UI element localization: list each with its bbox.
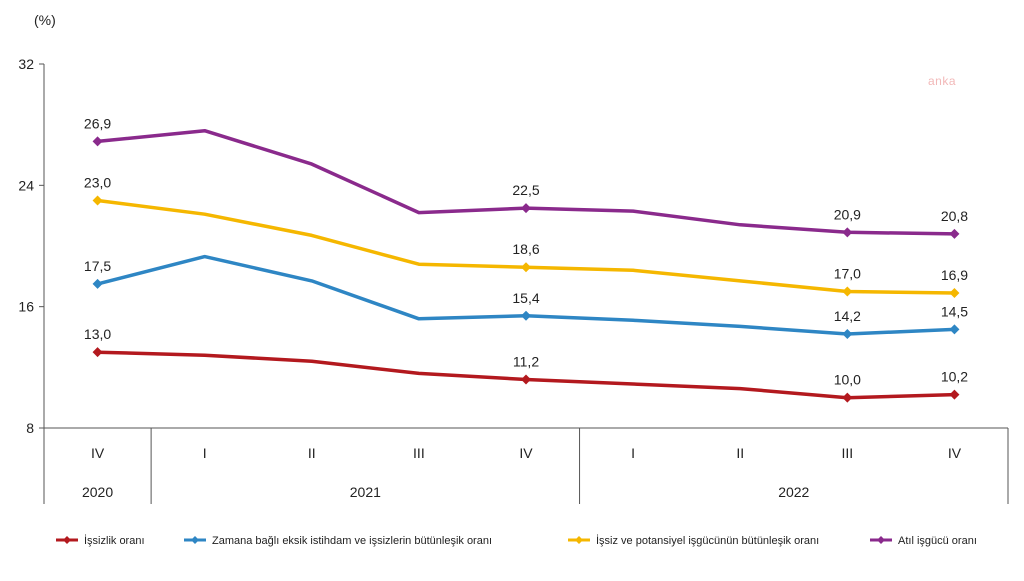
- data-label: 22,5: [512, 182, 539, 198]
- x-tick-label: IV: [948, 445, 962, 461]
- data-point-marker: [92, 278, 103, 289]
- x-tick-label: IV: [519, 445, 533, 461]
- data-label: 17,5: [84, 258, 111, 274]
- legend-swatch-marker: [191, 536, 199, 544]
- legend-label: İşsizlik oranı: [84, 534, 145, 547]
- data-point-marker: [949, 324, 960, 335]
- year-label: 2021: [350, 484, 381, 500]
- data-point-marker: [949, 228, 960, 239]
- legend-swatch-marker: [63, 536, 71, 544]
- watermark: anka: [928, 74, 957, 88]
- data-label: 15,4: [512, 290, 539, 306]
- y-tick-label: 16: [18, 299, 34, 315]
- legend-label: Atıl işgücü oranı: [898, 535, 977, 547]
- data-point-marker: [92, 136, 103, 147]
- data-point-marker: [521, 203, 531, 214]
- data-point-marker: [842, 392, 853, 403]
- data-label: 10,0: [834, 372, 861, 388]
- data-point-marker: [92, 195, 103, 206]
- data-label: 18,6: [512, 241, 539, 257]
- data-label: 23,0: [84, 175, 111, 191]
- data-point-marker: [92, 347, 103, 358]
- x-tick-label: II: [736, 445, 744, 461]
- x-tick-label: III: [841, 445, 853, 461]
- data-point-marker: [521, 374, 531, 385]
- legend-swatch-marker: [575, 536, 583, 544]
- data-point-marker: [521, 310, 531, 321]
- y-tick-label: 32: [18, 56, 34, 72]
- data-label: 20,8: [941, 208, 968, 224]
- y-tick-label: 8: [26, 420, 34, 436]
- data-point-marker: [842, 286, 853, 297]
- data-label: 16,9: [941, 267, 968, 283]
- legend-label: Zamana bağlı eksik istihdam ve işsizleri…: [212, 535, 492, 547]
- data-label: 26,9: [84, 115, 111, 131]
- year-label: 2020: [82, 484, 113, 500]
- x-tick-label: I: [631, 445, 635, 461]
- legend-label: İşsiz ve potansiyel işgücünün bütünleşik…: [596, 534, 819, 547]
- year-label: 2022: [778, 484, 809, 500]
- data-point-marker: [521, 262, 531, 273]
- data-label: 11,2: [513, 353, 539, 369]
- data-point-marker: [842, 227, 853, 238]
- legend-swatch-marker: [877, 536, 885, 544]
- data-label: 14,5: [941, 303, 968, 319]
- y-tick-label: 24: [18, 177, 34, 193]
- data-label: 20,9: [834, 206, 861, 222]
- data-label: 17,0: [834, 266, 861, 282]
- data-point-marker: [949, 389, 960, 400]
- data-label: 10,2: [941, 369, 968, 385]
- x-tick-label: II: [308, 445, 316, 461]
- data-point-marker: [842, 328, 853, 339]
- x-tick-label: IV: [91, 445, 105, 461]
- x-tick-label: III: [413, 445, 425, 461]
- data-label: 14,2: [834, 308, 861, 324]
- x-tick-label: I: [203, 445, 207, 461]
- y-axis-unit-label: (%): [34, 12, 56, 28]
- data-label: 13,0: [84, 326, 111, 342]
- data-point-marker: [949, 288, 960, 299]
